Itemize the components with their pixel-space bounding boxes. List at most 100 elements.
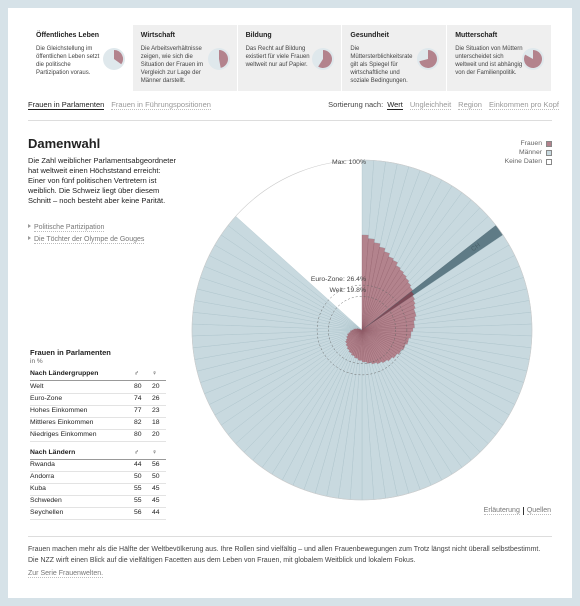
subnav-tabs: Frauen in Parlamenten Frauen in Führungsp…	[28, 100, 218, 110]
column-header: ♂	[134, 448, 140, 456]
footer-text: Frauen machen mehr als die Hälfte der We…	[28, 546, 541, 564]
table-row: Seychellen 56 44	[30, 507, 166, 520]
table-row: Schweden 55 45	[30, 495, 166, 508]
sort-label: Sortierung nach:	[328, 100, 384, 109]
legend-swatch	[546, 158, 552, 165]
article-link[interactable]: Politische Partizipation	[34, 224, 105, 232]
nav-icon	[521, 48, 544, 70]
bullet	[28, 224, 31, 228]
article-link[interactable]: Die Töchter der Olympe de Gouges	[34, 236, 145, 244]
table-value: 50	[152, 473, 160, 480]
table-label: Rwanda	[30, 461, 55, 468]
table-value: 55	[134, 485, 142, 492]
nav-tab[interactable]: Mutterschaft Die Situation von Müttern un…	[447, 25, 552, 91]
table-value: 74	[134, 394, 142, 402]
reference-circle	[328, 296, 396, 364]
nav-tab-title: Mutterschaft	[455, 32, 498, 39]
table-value: 77	[134, 406, 142, 414]
table-value: 20	[152, 430, 160, 438]
table-row: Hohes Einkommen 77 23	[30, 405, 166, 418]
table-value: 26	[152, 394, 160, 402]
icon-wedge	[318, 50, 333, 68]
table-value: 56	[134, 509, 142, 516]
legend-row: Männer	[505, 148, 552, 157]
nav-icon	[102, 48, 125, 70]
radial-chart: CH Max: 100% Euro-Zone: 26.4% Welt: 19.8%	[191, 159, 533, 501]
icon-wedge	[523, 50, 542, 68]
nav-tab[interactable]: Gesundheit Die Müttersterblichkeitsrate g…	[342, 25, 448, 91]
legend-swatch	[546, 140, 552, 147]
table-label: Niedriges Einkommen	[30, 430, 97, 438]
page: CH Max: 100% Euro-Zone: 26.4% Welt: 19.8% Ö…	[8, 8, 572, 598]
subnav-tab[interactable]: Frauen in Parlamenten	[28, 100, 105, 110]
table-row: Niedriges Einkommen 80 20	[30, 429, 166, 442]
table-label: Hohes Einkommen	[30, 406, 88, 414]
icon-wedge	[218, 50, 228, 68]
table-label: Schweden	[30, 497, 62, 504]
table-value: 23	[152, 406, 160, 414]
nav-tab[interactable]: Wirtschaft Die Arbeitsverhältnisse zeigen…	[132, 25, 238, 91]
nav-tab-title: Öffentliches Leben	[36, 32, 100, 39]
legend-label: Männer	[518, 149, 542, 156]
article-title: Damenwahl	[28, 136, 101, 151]
legend-row: Keine Daten	[505, 157, 552, 166]
table-unit: in %	[30, 358, 43, 365]
table-title: Frauen in Parlamenten	[30, 348, 111, 357]
nav-tab[interactable]: Öffentliches Leben Die Gleichstellung im …	[28, 25, 133, 91]
divider	[28, 536, 552, 537]
table-group-header: Nach Ländern ♂ ♀	[30, 447, 166, 460]
table-row: Andorra 50 50	[30, 471, 166, 484]
chart-link[interactable]: Erläuterung	[483, 507, 520, 515]
bullet	[28, 236, 31, 240]
nav-tab-text: Die Müttersterblichkeitsrate gilt als Sp…	[350, 46, 413, 84]
nav-icon	[417, 48, 440, 70]
table-label: Kuba	[30, 485, 46, 492]
nav-tab-title: Gesundheit	[350, 32, 389, 39]
nav-tab-text: Das Recht auf Bildung existiert für viel…	[245, 46, 310, 68]
table-label: Euro-Zone	[30, 394, 63, 402]
table-value: 44	[134, 461, 142, 468]
sort-option[interactable]: Region	[458, 100, 482, 110]
column-header: ♀	[152, 370, 158, 377]
article-link-row: Politische Partizipation	[28, 216, 105, 234]
table-value: 55	[134, 497, 142, 504]
legend-label: Frauen	[520, 140, 542, 147]
chart-links: Erläuterung Quellen	[483, 507, 551, 515]
article-text: Die Zahl weiblicher Parlamentsabgeordnet…	[28, 156, 176, 205]
nav-tab-title: Bildung	[245, 32, 272, 39]
legend-swatch	[546, 149, 552, 156]
chart-link[interactable]: Quellen	[526, 507, 551, 515]
link-separator	[522, 507, 524, 515]
table-row: Euro-Zone 74 26	[30, 393, 166, 406]
divider	[28, 120, 552, 121]
bar-label: CH	[470, 242, 482, 253]
table-value: 80	[134, 382, 142, 390]
column-header: ♀	[152, 448, 158, 456]
reference-circle	[316, 284, 408, 376]
reference-circle	[191, 159, 533, 501]
table-value: 82	[134, 418, 142, 426]
table-value: 45	[152, 485, 160, 492]
nav-tab[interactable]: Bildung Das Recht auf Bildung existiert f…	[237, 25, 343, 91]
table-value: 44	[152, 509, 160, 516]
legend: Frauen Männer Keine Daten	[505, 139, 552, 166]
nav-tab-text: Die Gleichstellung im öffentlichen Leben…	[36, 46, 100, 76]
table-row: Kuba 55 45	[30, 483, 166, 496]
article-link-row: Die Töchter der Olympe de Gouges	[28, 228, 145, 246]
table-row: Welt 80 20	[30, 381, 166, 394]
sort-option[interactable]: Einkommen pro Kopf	[488, 100, 559, 110]
subnav-tab[interactable]: Frauen in Führungspositionen	[111, 100, 211, 110]
icon-wedge	[113, 50, 123, 65]
sort-options: Sortierung nach: Wert Ungleichheit Region Ei…	[328, 100, 559, 110]
sort-option[interactable]: Ungleichheit	[409, 100, 452, 110]
sort-option[interactable]: Wert	[387, 100, 403, 110]
nav-tab-text: Die Situation von Müttern unterscheidet …	[455, 46, 523, 76]
reference-label: Welt: 19.8%	[329, 287, 366, 294]
table-value: 56	[152, 461, 160, 468]
footer-link[interactable]: Zur Serie Frauenwelten.	[28, 570, 104, 578]
legend-row: Frauen	[505, 139, 552, 148]
group-name: Nach Ländergruppen	[30, 370, 99, 377]
table-value: 20	[152, 382, 160, 390]
legend-label: Keine Daten	[504, 158, 542, 165]
